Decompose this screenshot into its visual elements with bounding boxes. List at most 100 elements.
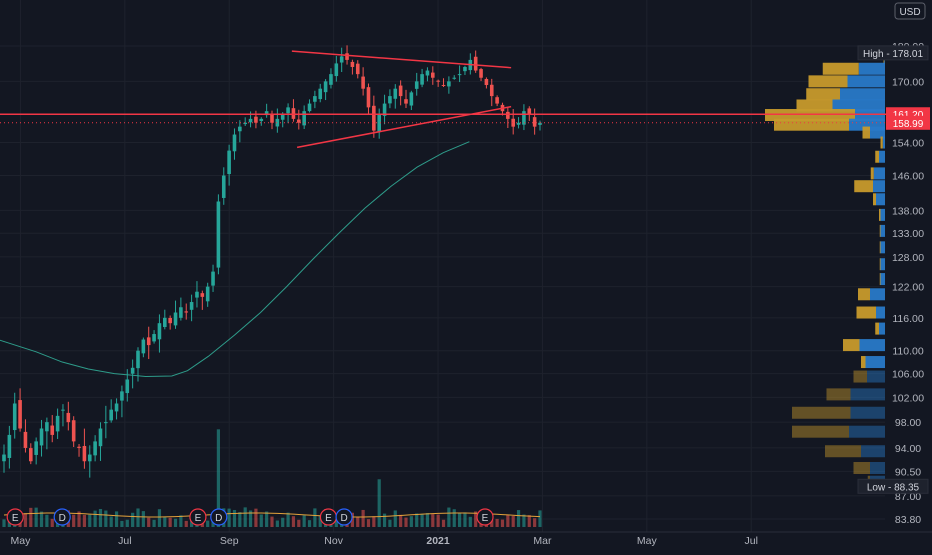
- event-marker-label: E: [195, 513, 202, 524]
- candle-body: [479, 69, 483, 78]
- y-tick-label: 170.00: [892, 76, 924, 88]
- candle-body: [452, 77, 457, 79]
- volume-bar: [399, 514, 403, 527]
- candle-body: [307, 103, 312, 112]
- volume-bar: [366, 519, 371, 527]
- candle-body: [457, 74, 462, 76]
- vp-bar-down: [865, 356, 885, 369]
- volume-bar: [131, 512, 135, 527]
- candle-body: [221, 175, 226, 198]
- volume-bar: [393, 510, 397, 527]
- y-tick-label: 138.00: [892, 205, 924, 217]
- candle-body: [216, 201, 221, 268]
- candle-body: [168, 317, 172, 324]
- candle-body: [39, 428, 44, 446]
- volume-bar: [361, 509, 365, 527]
- volume-bar: [302, 515, 306, 527]
- vp-bar-down: [870, 462, 885, 475]
- candle-body: [425, 70, 430, 76]
- candlesticks: [2, 45, 542, 478]
- candle-body: [286, 107, 290, 114]
- candle-body: [463, 66, 467, 72]
- x-tick-label: Mar: [533, 535, 552, 547]
- candle-body: [211, 271, 215, 286]
- vp-bar-down: [880, 224, 885, 237]
- volume-bar: [82, 514, 86, 527]
- vp-bar-up: [825, 445, 861, 458]
- currency-badge-bg[interactable]: [894, 2, 926, 20]
- vp-bar-down: [880, 241, 885, 254]
- candle-body: [302, 111, 306, 126]
- candle-body: [398, 85, 403, 97]
- volume-bar: [377, 479, 381, 527]
- candle-body: [254, 116, 258, 123]
- vp-bar-down: [873, 167, 885, 180]
- volume-bar: [436, 514, 440, 527]
- candle-body: [441, 84, 446, 86]
- moving-average-path: [0, 141, 470, 378]
- candle-body: [12, 403, 17, 431]
- candle-body: [189, 302, 194, 310]
- volume-bar: [141, 511, 145, 527]
- vp-bar-up: [879, 273, 881, 286]
- volume-bar: [468, 516, 472, 527]
- volume-bar: [173, 518, 178, 527]
- candle-body: [313, 96, 317, 102]
- volume-bar: [147, 517, 151, 527]
- volume-bar: [286, 512, 290, 527]
- volume-bar: [500, 519, 505, 527]
- volume-bar: [98, 508, 103, 527]
- volume-bar: [404, 517, 408, 527]
- candle-body: [420, 74, 424, 85]
- volume-bar: [77, 511, 81, 527]
- volume-bar: [409, 516, 413, 527]
- candle-body: [334, 63, 339, 77]
- candle-body: [473, 56, 478, 71]
- volume-bar: [34, 507, 38, 527]
- low-label: Low - 88.35: [857, 478, 929, 494]
- time-axis[interactable]: May Jul Sep Nov 2021 Mar May Jul: [0, 531, 932, 547]
- vp-bar-up: [870, 167, 874, 180]
- vp-bar-up: [853, 462, 870, 475]
- volume-bar: [382, 513, 387, 527]
- volume-bar: [307, 520, 312, 527]
- price-axis[interactable]: 180.00170.00154.00146.00138.00133.00128.…: [892, 41, 924, 526]
- volume-bar: [522, 514, 526, 527]
- volume-bar: [313, 508, 317, 527]
- volume-bar: [39, 511, 44, 527]
- event-marker-label: E: [12, 513, 19, 524]
- vp-bar-up: [862, 126, 870, 139]
- trendlines[interactable]: [0, 50, 886, 149]
- price-label-last[interactable]: 158.99: [886, 115, 930, 130]
- y-tick-label: 110.00: [892, 346, 923, 358]
- vp-bar-up: [792, 406, 851, 419]
- candle-body: [98, 428, 103, 447]
- candle-body: [345, 53, 349, 60]
- vp-bar-up: [765, 109, 855, 122]
- y-tick-label: 83.80: [895, 514, 921, 526]
- volume-ma-line: [3, 512, 541, 518]
- x-tick-label: May: [637, 535, 658, 547]
- trendline: [291, 50, 512, 69]
- candle-body: [377, 115, 381, 132]
- y-tick-label: 87.00: [895, 491, 921, 503]
- vp-bar-up: [879, 208, 881, 221]
- candle-body: [495, 97, 499, 104]
- vp-bar-down: [880, 258, 885, 271]
- event-marker-circle: [6, 508, 24, 526]
- vp-bar-down: [849, 118, 885, 131]
- candle-body: [50, 425, 55, 435]
- y-tick-label: 106.00: [892, 369, 924, 381]
- volume-bar: [163, 517, 167, 527]
- candle-body: [184, 311, 189, 313]
- vp-bar-down: [861, 445, 885, 458]
- y-tick-label: 98.00: [895, 417, 921, 429]
- vp-bar-up: [808, 75, 848, 88]
- volume-bar: [125, 519, 129, 527]
- volume-bar: [511, 515, 515, 527]
- vp-bar-down: [855, 109, 885, 122]
- candle-body: [275, 118, 280, 127]
